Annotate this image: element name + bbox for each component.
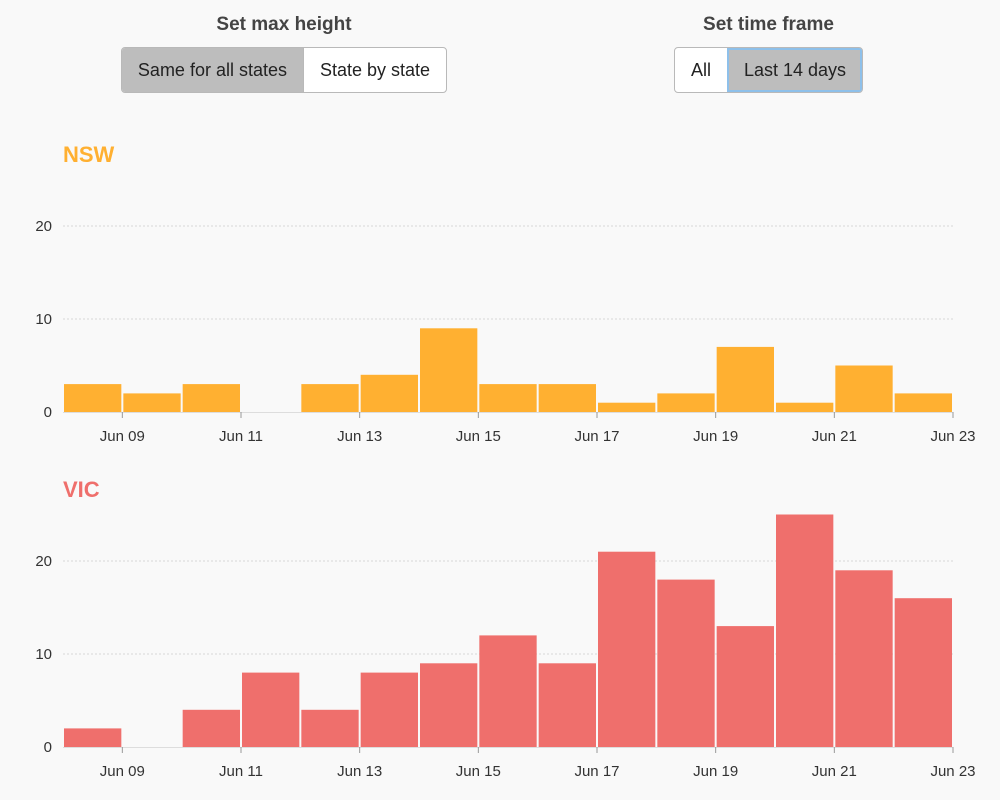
- nsw-x-tick-label: Jun 09: [100, 428, 145, 445]
- nsw-bar: [479, 384, 537, 412]
- nsw-bar: [716, 346, 774, 412]
- nsw-y-tick-label: 0: [44, 404, 52, 421]
- nsw-x-tick-label: Jun 17: [574, 428, 619, 445]
- nsw-bar: [123, 393, 181, 412]
- nsw-x-tick-label: Jun 21: [812, 428, 857, 445]
- vic-title: VIC: [63, 477, 100, 502]
- nsw-bar: [64, 384, 122, 412]
- vic-bar: [894, 598, 952, 747]
- nsw-bar: [894, 393, 952, 412]
- vic-bar: [242, 672, 300, 747]
- nsw-x-tick-label: Jun 11: [219, 428, 263, 445]
- vic-x-tick-label: Jun 23: [930, 763, 975, 780]
- vic-x-tick-label: Jun 11: [219, 763, 263, 780]
- max-height-title: Set max height: [216, 14, 352, 35]
- vic-bar: [64, 728, 122, 747]
- vic-y-tick-label: 10: [35, 646, 52, 663]
- vic-x-tick-label: Jun 19: [693, 763, 738, 780]
- all-button[interactable]: All: [690, 60, 711, 80]
- nsw-bar: [420, 328, 478, 412]
- vic-x-tick-label: Jun 21: [812, 763, 857, 780]
- vic-y-tick-label: 20: [35, 553, 52, 570]
- vic-y-tick-label: 0: [44, 739, 52, 756]
- nsw-bar: [301, 384, 359, 412]
- vic-bar: [301, 709, 359, 747]
- vic-x-tick-label: Jun 15: [456, 763, 501, 780]
- time-frame-title: Set time frame: [703, 14, 834, 35]
- vic-x-tick-label: Jun 13: [337, 763, 382, 780]
- max-height-control: Set max height Same for all states State…: [110, 12, 458, 93]
- time-frame-toggle: All Last 14 days: [673, 47, 864, 93]
- vic-bar: [716, 626, 774, 747]
- nsw-x-tick-label: Jun 13: [337, 428, 382, 445]
- nsw-x-tick-label: Jun 23: [930, 428, 975, 445]
- nsw-bar: [360, 374, 418, 412]
- vic-bar: [360, 672, 418, 747]
- nsw-bar: [598, 402, 656, 412]
- last-14-days-button[interactable]: Last 14 days: [726, 48, 863, 92]
- vic-x-tick-label: Jun 09: [100, 763, 145, 780]
- vic-bar: [538, 663, 596, 747]
- vic-bar: [479, 635, 537, 747]
- nsw-bar: [776, 402, 834, 412]
- vic-bar: [776, 514, 834, 747]
- max-height-toggle: Same for all states State by state: [120, 47, 448, 93]
- vic-bar: [835, 570, 893, 747]
- nsw-x-tick-label: Jun 19: [693, 428, 738, 445]
- nsw-bar: [835, 365, 893, 412]
- same-for-all-states-button[interactable]: Same for all states: [121, 48, 303, 92]
- vic-x-tick-label: Jun 17: [574, 763, 619, 780]
- nsw-y-tick-label: 10: [35, 311, 52, 328]
- nsw-title: NSW: [63, 142, 115, 167]
- nsw-chart: NSW 0 10 20 Jun 09 Jun 11 Jun 13 Jun 15 Jun 17 Ju…: [35, 142, 975, 445]
- state-by-state-button[interactable]: State by state: [302, 48, 446, 92]
- vic-bar: [657, 579, 715, 747]
- nsw-bar: [538, 384, 596, 412]
- nsw-bar: [182, 384, 240, 412]
- vic-bar: [598, 551, 656, 747]
- nsw-x-tick-label: Jun 15: [456, 428, 501, 445]
- vic-chart: VIC 0 10 20 Jun 09 Jun 11 Jun 13 Jun 15 Jun 17 Ju…: [35, 477, 975, 780]
- nsw-bar: [657, 393, 715, 412]
- vic-bar: [182, 709, 240, 747]
- vic-bar: [420, 663, 478, 747]
- time-frame-control: Set time frame All Last 14 days: [673, 12, 864, 93]
- nsw-y-tick-label: 20: [35, 218, 52, 235]
